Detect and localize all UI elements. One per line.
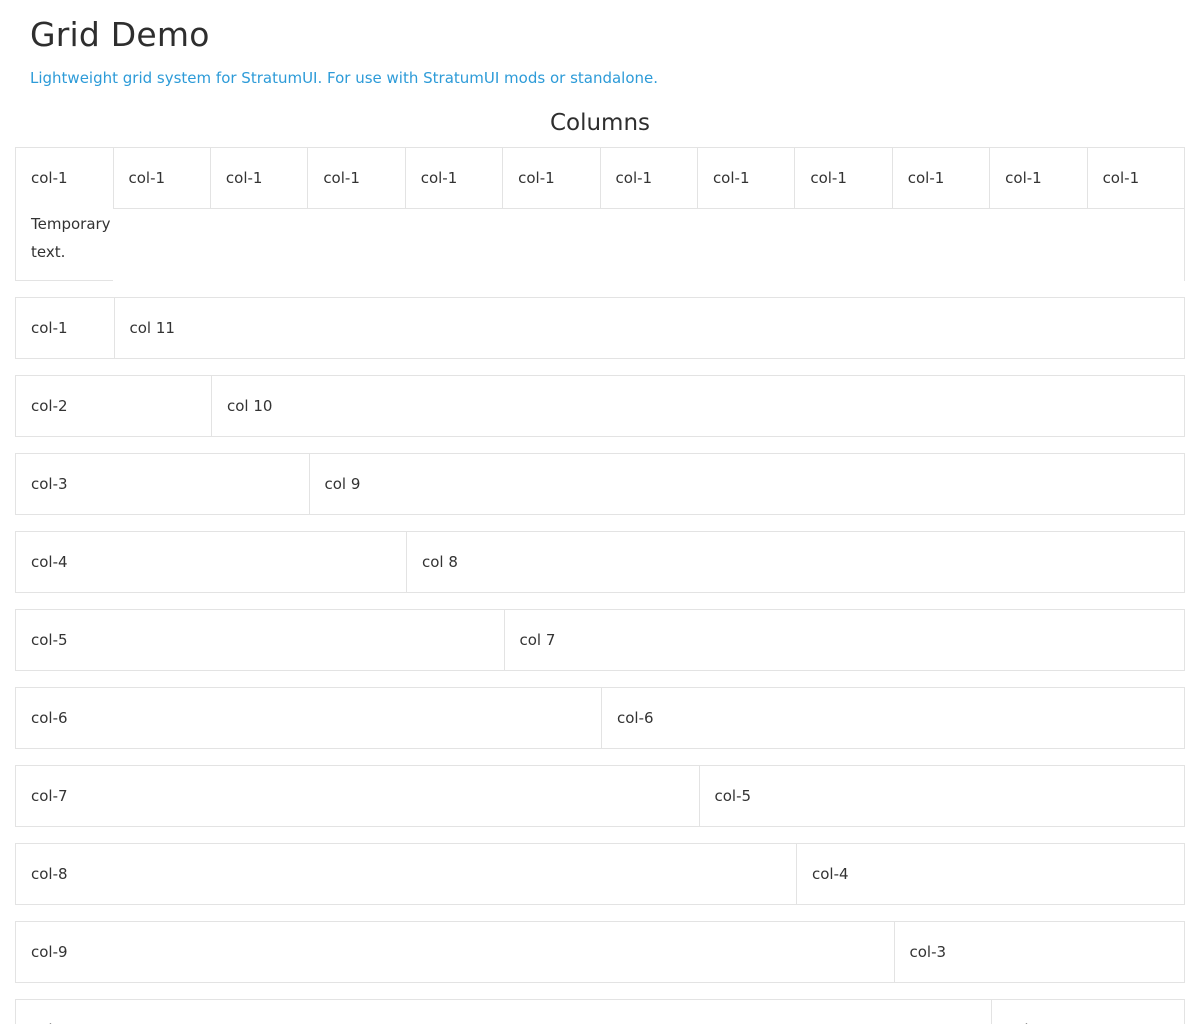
grid-row: col-4 col 8	[15, 531, 1185, 593]
grid-row: col-7 col-5	[15, 765, 1185, 827]
grid-row: col-6 col-6	[15, 687, 1185, 749]
page-header: Grid Demo Lightweight grid system for St…	[0, 0, 1200, 88]
grid-row-twelve-ones: col-1 Temporary text. col-1 col-1 col-1 …	[15, 147, 1185, 281]
grid-cell: col-1	[404, 148, 503, 209]
grid-row: col-5 col 7	[15, 609, 1185, 671]
grid-cell-left: col-1	[31, 319, 68, 337]
grid-cell-left: col-5	[31, 631, 68, 649]
grid-cell-left: col-6	[31, 709, 68, 727]
grid-row: col-2 col 10	[15, 375, 1185, 437]
grid-demo: col-1 Temporary text. col-1 col-1 col-1 …	[15, 147, 1185, 1024]
grid-cell: col-1	[112, 148, 210, 209]
grid-row: col-10 col-2	[15, 999, 1185, 1024]
grid-cell: col-1	[502, 148, 600, 209]
grid-cell-left: col-9	[31, 943, 68, 961]
grid-cell-right: col 7	[503, 610, 1185, 670]
grid-cell: col-1	[989, 148, 1087, 209]
grid-row: col-1 col 11	[15, 297, 1185, 359]
grid-cell-right: col-3	[893, 922, 1185, 982]
grid-cell-right: col-4	[796, 844, 1184, 904]
grid-cell-left: col-8	[31, 865, 68, 883]
grid-cell: col-1	[307, 148, 405, 209]
grid-cell: col-1	[891, 148, 990, 209]
page-title: Grid Demo	[30, 15, 210, 54]
grid-cell-left: col-2	[31, 397, 68, 415]
grid-cell: col-1	[696, 148, 795, 209]
grid-cell: col-1 Temporary text.	[15, 148, 113, 281]
grid-cell-right: col 8	[406, 532, 1184, 592]
grid-cell-right: col-5	[698, 766, 1185, 826]
grid-cell-right: col 9	[308, 454, 1185, 514]
grid-cell-left: col-10	[16, 1000, 991, 1024]
grid-cell-left: col-4	[31, 553, 68, 571]
grid-cell: col-1	[794, 148, 892, 209]
grid-cell-right: col-2	[991, 1000, 1184, 1024]
section-title-columns: Columns	[549, 110, 651, 136]
grid-cell-left: col-7	[31, 787, 68, 805]
page-subtitle: Lightweight grid system for StratumUI. F…	[30, 69, 659, 87]
grid-cell: col-1	[1086, 148, 1184, 209]
grid-cell-text: Temporary text.	[31, 215, 111, 261]
grid-row: col-9 col-3	[15, 921, 1185, 983]
grid-cell-right: col-6	[601, 688, 1184, 748]
grid-cell-right: col 10	[211, 376, 1184, 436]
grid-cell-right: col 11	[113, 298, 1185, 358]
grid-cell: col-1	[209, 148, 308, 209]
grid-cell: col-1	[599, 148, 697, 209]
grid-row: col-3 col 9	[15, 453, 1185, 515]
grid-cell-left: col-3	[31, 475, 68, 493]
grid-row: col-8 col-4	[15, 843, 1185, 905]
grid-cell-label: col-1	[31, 169, 68, 187]
